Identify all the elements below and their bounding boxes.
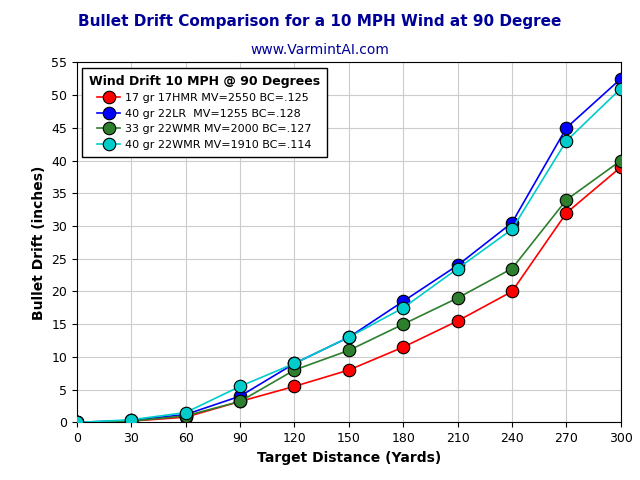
33 gr 22WMR MV=2000 BC=.127 (236, 398, 244, 404)
17 gr 17HMR MV=2550 BC=.125 (399, 344, 407, 350)
40 gr 22WMR MV=1910 BC=.114 (399, 305, 407, 311)
17 gr 17HMR MV=2550 BC=.125 (127, 418, 135, 424)
40 gr 22LR  MV=1255 BC=.128 (345, 335, 353, 340)
40 gr 22LR  MV=1255 BC=.128 (617, 76, 625, 82)
17 gr 17HMR MV=2550 BC=.125 (454, 318, 461, 324)
40 gr 22WMR MV=1910 BC=.114 (236, 384, 244, 389)
17 gr 17HMR MV=2550 BC=.125 (73, 420, 81, 425)
33 gr 22WMR MV=2000 BC=.127 (345, 348, 353, 353)
Line: 40 gr 22LR  MV=1255 BC=.128: 40 gr 22LR MV=1255 BC=.128 (70, 72, 627, 429)
33 gr 22WMR MV=2000 BC=.127 (563, 197, 570, 203)
33 gr 22WMR MV=2000 BC=.127 (182, 413, 189, 419)
33 gr 22WMR MV=2000 BC=.127 (399, 321, 407, 327)
40 gr 22LR  MV=1255 BC=.128 (508, 220, 516, 226)
40 gr 22LR  MV=1255 BC=.128 (563, 125, 570, 131)
33 gr 22WMR MV=2000 BC=.127 (454, 295, 461, 301)
17 gr 17HMR MV=2550 BC=.125 (563, 210, 570, 216)
40 gr 22LR  MV=1255 BC=.128 (236, 393, 244, 399)
33 gr 22WMR MV=2000 BC=.127 (291, 367, 298, 373)
40 gr 22WMR MV=1910 BC=.114 (563, 138, 570, 144)
40 gr 22WMR MV=1910 BC=.114 (127, 417, 135, 423)
17 gr 17HMR MV=2550 BC=.125 (508, 288, 516, 294)
40 gr 22WMR MV=1910 BC=.114 (73, 420, 81, 425)
40 gr 22LR  MV=1255 BC=.128 (127, 418, 135, 423)
Line: 40 gr 22WMR MV=1910 BC=.114: 40 gr 22WMR MV=1910 BC=.114 (70, 83, 627, 429)
Text: Bullet Drift Comparison for a 10 MPH Wind at 90 Degree: Bullet Drift Comparison for a 10 MPH Win… (78, 14, 562, 29)
40 gr 22WMR MV=1910 BC=.114 (454, 266, 461, 272)
Line: 33 gr 22WMR MV=2000 BC=.127: 33 gr 22WMR MV=2000 BC=.127 (70, 155, 627, 429)
33 gr 22WMR MV=2000 BC=.127 (508, 266, 516, 272)
17 gr 17HMR MV=2550 BC=.125 (617, 164, 625, 170)
X-axis label: Target Distance (Yards): Target Distance (Yards) (257, 451, 441, 465)
17 gr 17HMR MV=2550 BC=.125 (345, 367, 353, 373)
40 gr 22LR  MV=1255 BC=.128 (182, 412, 189, 418)
Legend: 17 gr 17HMR MV=2550 BC=.125, 40 gr 22LR  MV=1255 BC=.128, 33 gr 22WMR MV=2000 BC: 17 gr 17HMR MV=2550 BC=.125, 40 gr 22LR … (83, 68, 327, 156)
33 gr 22WMR MV=2000 BC=.127 (127, 418, 135, 424)
40 gr 22LR  MV=1255 BC=.128 (291, 360, 298, 366)
40 gr 22WMR MV=1910 BC=.114 (617, 86, 625, 92)
17 gr 17HMR MV=2550 BC=.125 (236, 398, 244, 404)
40 gr 22WMR MV=1910 BC=.114 (182, 410, 189, 416)
40 gr 22LR  MV=1255 BC=.128 (73, 420, 81, 425)
17 gr 17HMR MV=2550 BC=.125 (291, 384, 298, 389)
33 gr 22WMR MV=2000 BC=.127 (73, 420, 81, 425)
40 gr 22WMR MV=1910 BC=.114 (345, 335, 353, 340)
40 gr 22LR  MV=1255 BC=.128 (399, 299, 407, 304)
40 gr 22LR  MV=1255 BC=.128 (454, 263, 461, 268)
33 gr 22WMR MV=2000 BC=.127 (617, 158, 625, 164)
Text: www.VarmintAI.com: www.VarmintAI.com (251, 43, 389, 57)
Line: 17 gr 17HMR MV=2550 BC=.125: 17 gr 17HMR MV=2550 BC=.125 (70, 161, 627, 429)
17 gr 17HMR MV=2550 BC=.125 (182, 414, 189, 420)
40 gr 22WMR MV=1910 BC=.114 (291, 360, 298, 366)
40 gr 22WMR MV=1910 BC=.114 (508, 227, 516, 232)
Y-axis label: Bullet Drift (inches): Bullet Drift (inches) (31, 165, 45, 320)
